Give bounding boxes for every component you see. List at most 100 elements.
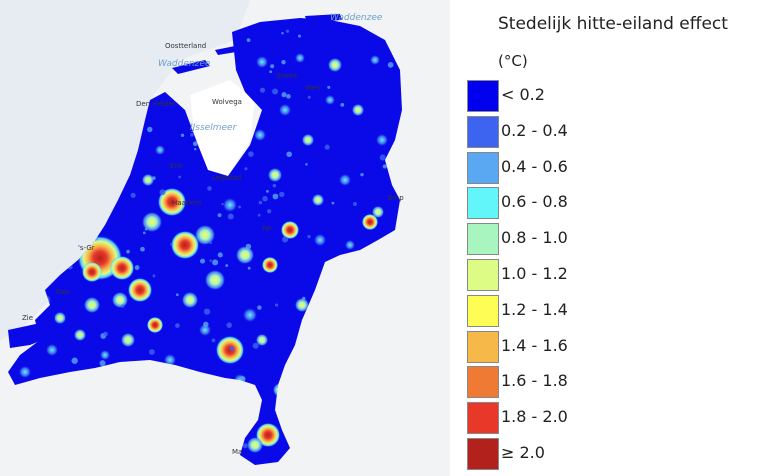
legend-item: 0.2 - 0.4: [466, 115, 766, 148]
heat-spot: [164, 354, 176, 366]
legend-swatch: [467, 402, 499, 435]
heat-speckle: [207, 186, 212, 191]
heat-spot: [256, 423, 280, 447]
heat-speckle: [285, 29, 290, 33]
wadden-island-3: [255, 22, 295, 35]
heat-spot: [147, 317, 163, 333]
legend-label: 0.2 - 0.4: [501, 120, 568, 140]
legend-swatch: [467, 259, 499, 291]
heat-speckle: [140, 246, 145, 252]
zeeland-islands: [8, 322, 55, 348]
heat-spot: [142, 212, 162, 232]
legend-label: 0.6 - 0.8: [501, 192, 568, 212]
heat-speckle: [71, 357, 78, 364]
heat-speckle: [144, 227, 148, 231]
legend: Stedelijk hitte-eiland effect (°C) < 0.2…: [466, 0, 766, 476]
heat-spot: [54, 312, 66, 324]
legend-item: < 0.2: [466, 80, 766, 112]
heat-speckle: [270, 64, 275, 69]
heat-speckle: [178, 175, 181, 179]
heat-spot: [328, 58, 342, 72]
legend-item: 1.0 - 1.2: [466, 259, 766, 291]
heat-spot: [46, 344, 58, 356]
legend-item: 1.6 - 1.8: [466, 366, 766, 399]
heat-speckle: [152, 274, 156, 278]
heat-speckle: [360, 172, 364, 177]
legend-item: 0.4 - 0.6: [466, 151, 766, 184]
heat-speckle: [175, 323, 180, 328]
heat-spot: [247, 437, 263, 453]
heat-speckle: [324, 144, 330, 150]
heat-speckle: [142, 231, 146, 235]
heat-speckle: [259, 87, 266, 93]
heat-speckle: [203, 321, 209, 328]
place-label-4: Haarlem: [172, 199, 202, 207]
legend-label: 1.4 - 1.6: [501, 335, 568, 355]
place-label-2: Wolvega: [212, 98, 242, 106]
legend-label: 1.2 - 1.4: [501, 299, 568, 319]
heat-spot: [205, 270, 225, 290]
heat-spot: [128, 278, 152, 302]
heat-speckle: [281, 92, 287, 98]
heat-spot: [171, 231, 199, 259]
heat-speckle: [238, 205, 242, 209]
place-label-5: 's-Gr: [78, 244, 95, 252]
legend-item: 0.8 - 1.0: [466, 223, 766, 256]
heat-spot: [195, 225, 215, 245]
heat-speckle: [134, 265, 140, 270]
heat-speckle: [126, 249, 130, 254]
legend-swatch: [467, 366, 499, 399]
heat-speckle: [307, 95, 311, 99]
heat-spot: [302, 134, 314, 146]
heat-spot: [362, 214, 378, 230]
heat-speckle: [211, 338, 216, 343]
heat-speckle: [217, 252, 223, 258]
heat-speckle: [225, 264, 229, 267]
heat-spot: [370, 55, 380, 65]
heat-spot: [142, 174, 154, 186]
legend-label: < 0.2: [501, 85, 545, 104]
heat-speckle: [212, 259, 219, 266]
heat-speckle: [147, 126, 153, 133]
place-label-8: Ap: [262, 224, 272, 232]
heat-spot: [256, 56, 268, 68]
heat-speckle: [272, 193, 279, 200]
heat-speckle: [246, 38, 251, 42]
legend-item: 1.2 - 1.4: [466, 294, 766, 327]
heat-speckle: [180, 133, 185, 137]
heat-speckle: [298, 34, 301, 38]
legend-swatch: [467, 115, 499, 148]
heat-speckle: [340, 103, 345, 107]
place-label-12: Wen: [305, 84, 320, 92]
heat-spot: [182, 292, 198, 308]
heat-speckle: [130, 192, 136, 198]
ijsselmeer-water: [190, 80, 255, 175]
legend-label: 0.8 - 1.0: [501, 228, 568, 248]
heat-map: Waddenzee IJsselmeer Waddenzee Oostterla…: [0, 0, 450, 476]
legend-swatch: [467, 438, 499, 470]
heat-speckle: [239, 376, 246, 382]
heat-speckle: [379, 154, 386, 161]
heat-speckle: [248, 151, 254, 157]
heat-speckle: [159, 189, 166, 196]
heat-spot: [268, 168, 282, 182]
wadden-island-4: [305, 14, 342, 22]
heat-spot: [74, 329, 86, 341]
heat-speckle: [286, 94, 291, 99]
heat-speckle: [274, 303, 279, 307]
heat-speckle: [190, 133, 194, 137]
heat-speckle: [331, 201, 335, 205]
heat-speckle: [281, 59, 286, 65]
heat-spot: [345, 240, 355, 250]
heat-speckle: [305, 163, 308, 166]
heat-speckle: [209, 259, 212, 263]
legend-swatch: [467, 294, 499, 327]
heat-spot: [376, 134, 388, 146]
legend-item: ≥ 2.0: [466, 438, 766, 470]
legend-swatch: [467, 223, 499, 256]
heat-speckle: [257, 305, 262, 310]
legend-swatch: [467, 80, 499, 112]
heat-speckle: [221, 202, 224, 206]
heat-speckle: [244, 167, 248, 171]
heat-spot: [158, 188, 186, 216]
